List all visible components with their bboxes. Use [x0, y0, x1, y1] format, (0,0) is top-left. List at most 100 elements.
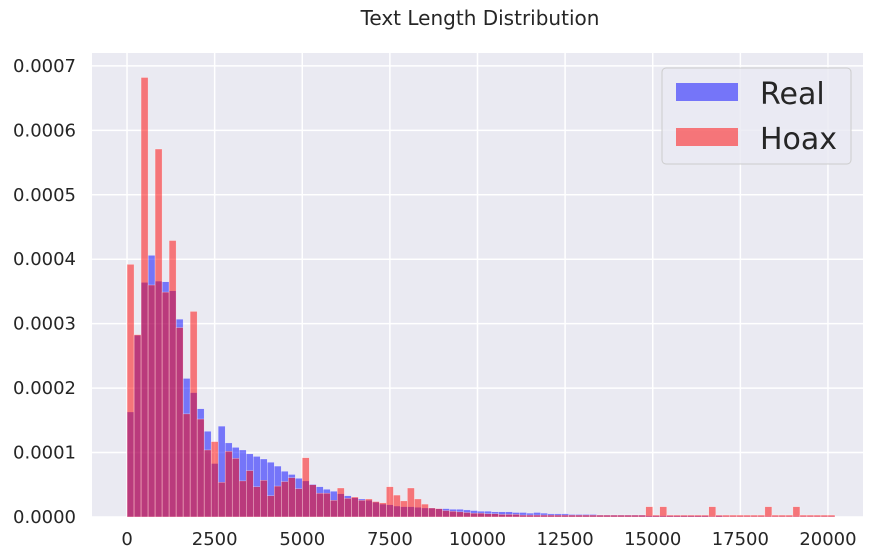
legend: Real Hoax — [661, 67, 852, 165]
bar-hoax — [729, 514, 738, 518]
bar-hoax — [400, 500, 408, 518]
bar-hoax — [295, 488, 303, 518]
bar-hoax — [175, 327, 184, 518]
bar-hoax — [554, 514, 562, 518]
x-tick-label: 15000 — [624, 529, 681, 550]
y-tick-label: 0.0001 — [13, 443, 76, 464]
bar-hoax — [617, 514, 625, 518]
bar-hoax — [561, 514, 569, 518]
bar-hoax — [288, 477, 296, 518]
bar-hoax — [344, 498, 352, 518]
bar-hoax — [393, 494, 401, 518]
bar-hoax — [267, 495, 275, 518]
bar-hoax — [792, 506, 801, 518]
bar-hoax — [568, 514, 576, 518]
bar-hoax — [168, 240, 177, 518]
bar-hoax — [140, 77, 149, 518]
x-tick-label: 5000 — [279, 529, 325, 550]
bar-hoax — [407, 487, 415, 518]
bar-hoax — [491, 513, 499, 518]
bar-hoax — [196, 418, 205, 518]
y-axis-ticks: 0.0000 0.0001 0.0002 0.0003 0.0004 0.0005 0.00… — [13, 56, 76, 528]
bar-hoax — [203, 449, 212, 518]
bar-hoax — [281, 481, 289, 518]
legend-label-hoax: Hoax — [760, 122, 837, 157]
bar-hoax — [540, 514, 548, 518]
bars — [126, 77, 836, 518]
bar-hoax — [224, 451, 233, 518]
x-tick-label: 12500 — [536, 529, 593, 550]
bar-hoax — [316, 492, 324, 518]
bar-hoax — [421, 503, 429, 518]
bar-hoax — [456, 511, 464, 518]
y-tick-label: 0.0005 — [13, 185, 76, 206]
bar-hoax — [603, 514, 611, 518]
legend-swatch-real — [676, 83, 738, 101]
bar-hoax — [309, 484, 317, 518]
bar-hoax — [799, 514, 808, 518]
bar-hoax — [645, 506, 653, 518]
bar-hoax — [694, 514, 702, 518]
bar-hoax — [484, 513, 492, 518]
bar-hoax — [575, 514, 583, 518]
bar-hoax — [708, 506, 717, 518]
bar-hoax — [757, 514, 766, 518]
bar-hoax — [547, 514, 555, 518]
bar-hoax — [302, 457, 310, 518]
bar-hoax — [778, 514, 787, 518]
bar-hoax — [764, 506, 773, 518]
bar-hoax — [512, 514, 520, 518]
bar-hoax — [189, 311, 198, 518]
x-tick-label: 10000 — [449, 529, 506, 550]
bar-hoax — [736, 514, 745, 518]
bar-hoax — [379, 502, 387, 518]
bar-hoax — [582, 514, 590, 518]
bar-hoax — [610, 514, 618, 518]
bar-hoax — [750, 514, 759, 518]
legend-swatch-hoax — [676, 128, 738, 146]
bar-hoax — [217, 482, 226, 518]
bar-hoax — [498, 514, 506, 518]
bar-hoax — [414, 498, 422, 518]
bar-hoax — [435, 508, 443, 518]
y-tick-label: 0.0003 — [13, 314, 76, 335]
y-tick-label: 0.0002 — [13, 378, 76, 399]
bar-hoax — [687, 514, 695, 518]
bar-hoax — [771, 514, 780, 518]
x-tick-label: 20000 — [799, 529, 856, 550]
bar-hoax — [330, 500, 338, 518]
bar-hoax — [126, 264, 135, 518]
bar-hoax — [673, 514, 681, 518]
bar-hoax — [182, 413, 191, 518]
x-tick-label: 2500 — [192, 529, 238, 550]
bar-hoax — [638, 514, 646, 518]
chart-title: Text Length Distribution — [360, 6, 600, 30]
bar-hoax — [505, 514, 513, 518]
bar-hoax — [365, 498, 373, 518]
bar-hoax — [624, 514, 632, 518]
bar-hoax — [231, 458, 240, 518]
bar-hoax — [813, 514, 822, 518]
y-tick-label: 0.0000 — [13, 507, 76, 528]
bar-hoax — [659, 506, 667, 518]
bar-hoax — [428, 507, 436, 518]
bar-hoax — [133, 334, 142, 518]
bar-hoax — [827, 514, 836, 518]
bar-hoax — [238, 480, 247, 518]
x-tick-label: 17500 — [712, 529, 769, 550]
bar-hoax — [147, 284, 156, 518]
bar-hoax — [260, 480, 268, 518]
bar-hoax — [372, 501, 380, 518]
x-tick-label: 7500 — [367, 529, 413, 550]
series-hoax — [126, 77, 836, 518]
bar-hoax — [274, 485, 282, 518]
y-tick-label: 0.0007 — [13, 56, 76, 77]
bar-hoax — [245, 470, 254, 518]
bar-hoax — [253, 486, 261, 518]
bar-hoax — [666, 514, 674, 518]
bar-hoax — [701, 514, 709, 518]
bar-hoax — [533, 514, 541, 518]
bar-hoax — [386, 486, 394, 518]
y-tick-label: 0.0006 — [13, 120, 76, 141]
bar-hoax — [210, 441, 219, 518]
